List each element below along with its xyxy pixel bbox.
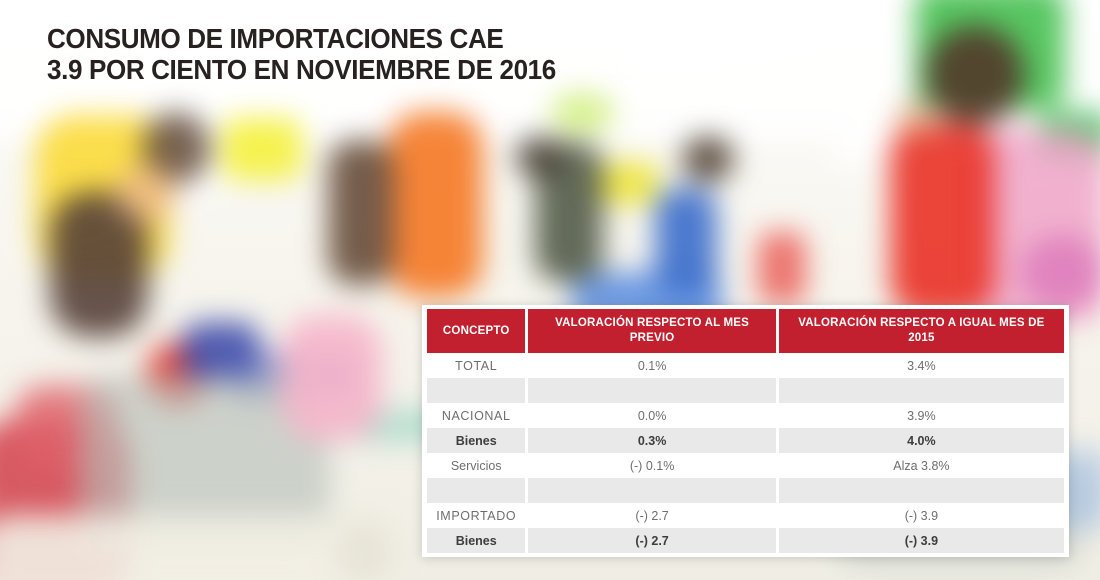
spacer-cell xyxy=(528,378,776,403)
row-label: TOTAL xyxy=(427,353,526,378)
bg-blob xyxy=(1020,235,1100,310)
table-row-nacional: NACIONAL 0.0% 3.9% xyxy=(427,403,1064,428)
value-igual-mes-2015: 4.0% xyxy=(778,428,1064,453)
col-header-igual-mes-2015: VALORACIÓN RESPECTO A IGUAL MES DE 2015 xyxy=(778,309,1064,353)
col-header-concepto: CONCEPTO xyxy=(427,309,526,353)
col-header-mes-previo: VALORACIÓN RESPECTO AL MES PREVIO xyxy=(528,309,776,353)
spacer-cell xyxy=(778,378,1064,403)
bg-blob xyxy=(515,136,563,178)
bg-blob xyxy=(895,100,937,138)
headline-line1: CONSUMO DE IMPORTACIONES CAE xyxy=(47,23,504,54)
bg-blob xyxy=(388,112,483,297)
value-igual-mes-2015: 3.4% xyxy=(778,353,1064,378)
table-row-importado-bienes: Bienes (-) 2.7 (-) 3.9 xyxy=(427,528,1064,553)
table-row-total: TOTAL 0.1% 3.4% xyxy=(427,353,1064,378)
value-mes-previo: 0.0% xyxy=(528,403,776,428)
value-igual-mes-2015: (-) 3.9 xyxy=(778,503,1064,528)
bg-blob xyxy=(682,136,734,182)
table-row-spacer xyxy=(427,378,1064,403)
data-table-card: CONCEPTO VALORACIÓN RESPECTO AL MES PREV… xyxy=(422,305,1069,557)
spacer-cell xyxy=(427,378,526,403)
bg-blob xyxy=(282,315,382,440)
table-header-row: CONCEPTO VALORACIÓN RESPECTO AL MES PREV… xyxy=(427,309,1064,353)
value-mes-previo: 0.1% xyxy=(528,353,776,378)
row-label: IMPORTADO xyxy=(427,503,526,528)
bg-blob xyxy=(600,162,658,204)
value-igual-mes-2015: Alza 3.8% xyxy=(778,453,1064,478)
bg-blob xyxy=(890,122,995,317)
spacer-cell xyxy=(427,478,526,503)
bg-blob xyxy=(655,188,717,293)
bg-blob xyxy=(328,140,394,285)
bg-blob xyxy=(550,92,615,134)
value-igual-mes-2015: 3.9% xyxy=(778,403,1064,428)
row-label: Bienes xyxy=(427,428,526,453)
import-consumption-table: CONCEPTO VALORACIÓN RESPECTO AL MES PREV… xyxy=(424,309,1067,553)
bg-blob xyxy=(115,165,177,223)
spacer-cell xyxy=(528,478,776,503)
value-mes-previo: 0.3% xyxy=(528,428,776,453)
table-row-servicios: Servicios (-) 0.1% Alza 3.8% xyxy=(427,453,1064,478)
bg-blob xyxy=(758,232,806,304)
row-label: NACIONAL xyxy=(427,403,526,428)
table-row-importado: IMPORTADO (-) 2.7 (-) 3.9 xyxy=(427,503,1064,528)
table-row-nacional-bienes: Bienes 0.3% 4.0% xyxy=(427,428,1064,453)
table-row-spacer xyxy=(427,478,1064,503)
row-label: Servicios xyxy=(427,453,526,478)
value-igual-mes-2015: (-) 3.9 xyxy=(778,528,1064,553)
spacer-cell xyxy=(778,478,1064,503)
bg-blob xyxy=(222,118,302,180)
row-label: Bienes xyxy=(427,528,526,553)
headline-line2: 3.9 POR CIENTO EN NOVIEMBRE DE 2016 xyxy=(47,53,556,85)
headline: CONSUMO DE IMPORTACIONES CAE 3.9 POR CIEN… xyxy=(47,23,556,86)
value-mes-previo: (-) 0.1% xyxy=(528,453,776,478)
bg-blob xyxy=(925,25,1025,125)
value-mes-previo: (-) 2.7 xyxy=(528,503,776,528)
value-mes-previo: (-) 2.7 xyxy=(528,528,776,553)
bg-blob xyxy=(0,515,400,580)
